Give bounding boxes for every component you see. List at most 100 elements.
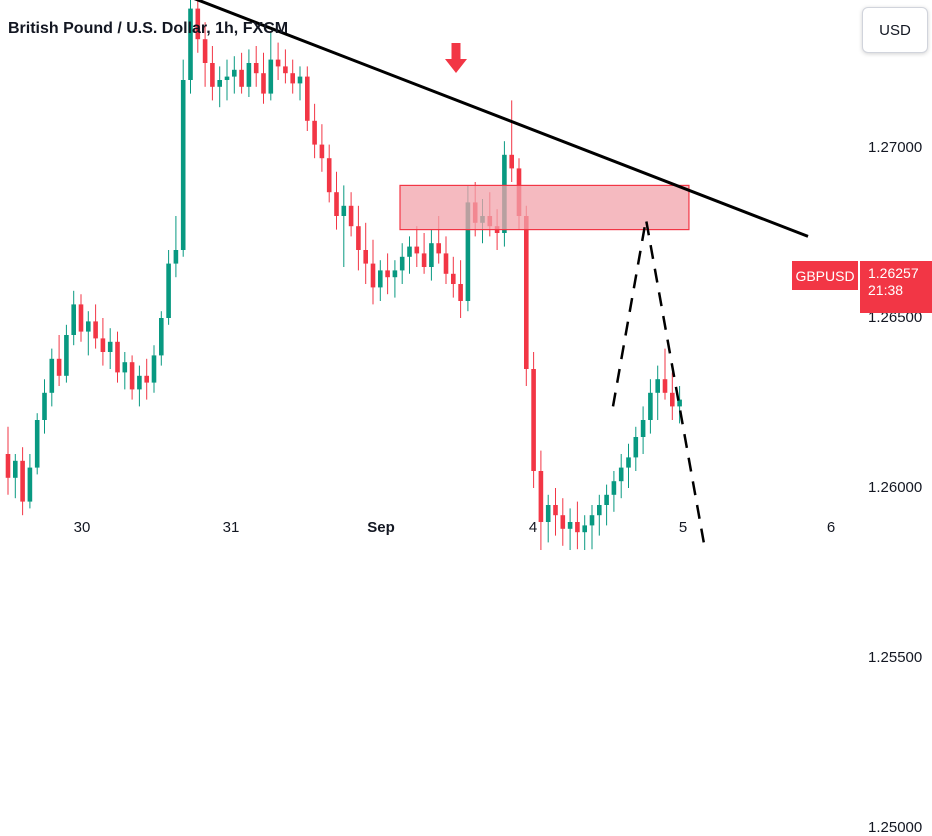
down-arrow-icon [445,43,467,73]
candle [378,260,383,301]
candle [180,59,186,257]
candle [129,355,135,400]
candle-body [13,460,18,478]
candle [319,124,325,172]
candle [297,66,303,101]
price-tick-label: 1.27000 [868,139,923,156]
candle-body [144,375,149,383]
candle-body [151,355,157,383]
candle [589,505,595,550]
candle [509,100,514,182]
candle [655,365,660,420]
candle-body [407,246,412,257]
candle-body [326,158,332,193]
candle [71,290,76,346]
candle [640,406,646,454]
candle-body [64,335,69,376]
candle-body [677,399,682,407]
trendline[interactable] [150,0,809,238]
candle [407,236,412,274]
candle-body [319,144,325,159]
candle [553,488,558,536]
candle [202,22,208,87]
candle-body [392,270,398,278]
candle [275,42,281,80]
candle-body [210,63,215,87]
candles-layer [5,0,682,550]
candle-body [670,392,675,407]
candle-body [180,80,186,250]
candle-body [312,120,317,145]
candle [305,66,310,131]
last-price: 1.26257 [868,265,919,281]
candle-body [86,321,91,332]
candle-body [49,358,55,393]
candle-body [545,505,551,522]
candle [34,413,40,475]
candle [626,443,631,488]
candle-body [239,69,244,87]
candle-body [166,263,171,318]
candle-body [42,392,47,420]
candle [78,294,84,342]
candle-body [20,460,25,502]
projection-path[interactable] [611,219,748,550]
candle-body [93,321,98,339]
candle-body [334,192,339,216]
candle [677,386,682,424]
candle [560,498,566,546]
candle [662,348,668,400]
candle [86,311,91,356]
candle [151,345,157,393]
candle [137,365,142,407]
candle [421,233,427,274]
candle [144,358,149,400]
candle [363,222,368,284]
resistance-zone[interactable] [399,184,690,231]
candle [195,0,201,53]
candle [524,205,529,386]
candle [414,226,420,267]
candle [261,52,266,104]
candle-body [618,467,624,482]
candle-body [71,304,76,335]
candle [56,335,62,386]
currency-button[interactable]: USD [862,7,928,53]
candle-body [443,253,449,274]
candle-body [597,505,602,516]
candle [107,328,113,369]
chart-title: British Pound / U.S. Dollar, 1h, FXCM [8,20,289,37]
candle [611,471,617,512]
symbol-tag: GBPUSD [792,261,858,290]
candle [27,454,33,509]
candle-body [553,505,558,516]
candle-body [188,8,193,81]
candle [290,59,295,94]
candle [429,229,434,281]
candle-body [224,76,230,80]
price-chart[interactable] [0,0,932,550]
candle [115,331,120,383]
candle-body [253,63,259,74]
candle-body [129,362,135,390]
candle-body [524,216,529,369]
bar-countdown: 21:38 [868,282,904,298]
time-tick-label: 5 [678,519,688,536]
candle [538,450,544,550]
candle-body [429,243,434,267]
last-price-tag: 1.26257 21:38 [860,261,932,313]
candle-body [611,481,617,495]
candle [64,324,69,383]
candle [604,484,609,526]
candle-body [421,253,427,267]
candle-body [159,318,164,356]
candle-body [137,375,142,390]
candle-body [567,522,573,529]
candle [188,0,193,94]
candle [42,379,47,434]
candle [93,304,98,349]
candle-body [662,379,668,393]
candle-body [436,243,441,254]
candle [451,256,456,298]
candle [356,205,361,271]
